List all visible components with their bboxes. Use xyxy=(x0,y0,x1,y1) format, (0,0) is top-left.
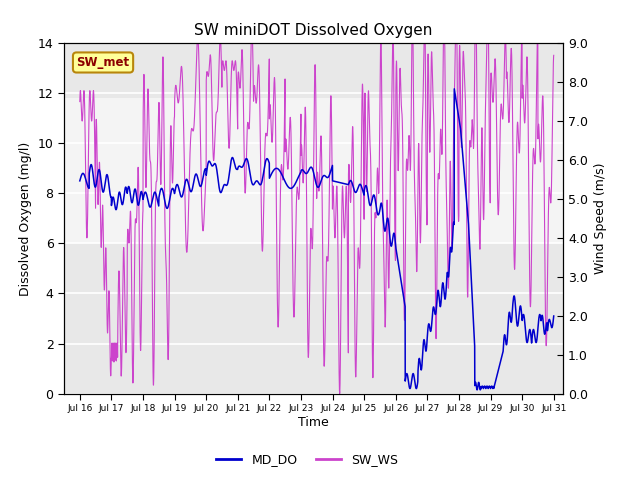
X-axis label: Time: Time xyxy=(298,416,329,429)
Text: SW_met: SW_met xyxy=(77,56,130,69)
Title: SW miniDOT Dissolved Oxygen: SW miniDOT Dissolved Oxygen xyxy=(195,23,433,38)
Bar xyxy=(64,98,563,243)
Y-axis label: Dissolved Oxygen (mg/l): Dissolved Oxygen (mg/l) xyxy=(19,141,32,296)
Legend: MD_DO, SW_WS: MD_DO, SW_WS xyxy=(211,448,403,471)
Y-axis label: Wind Speed (m/s): Wind Speed (m/s) xyxy=(594,163,607,274)
